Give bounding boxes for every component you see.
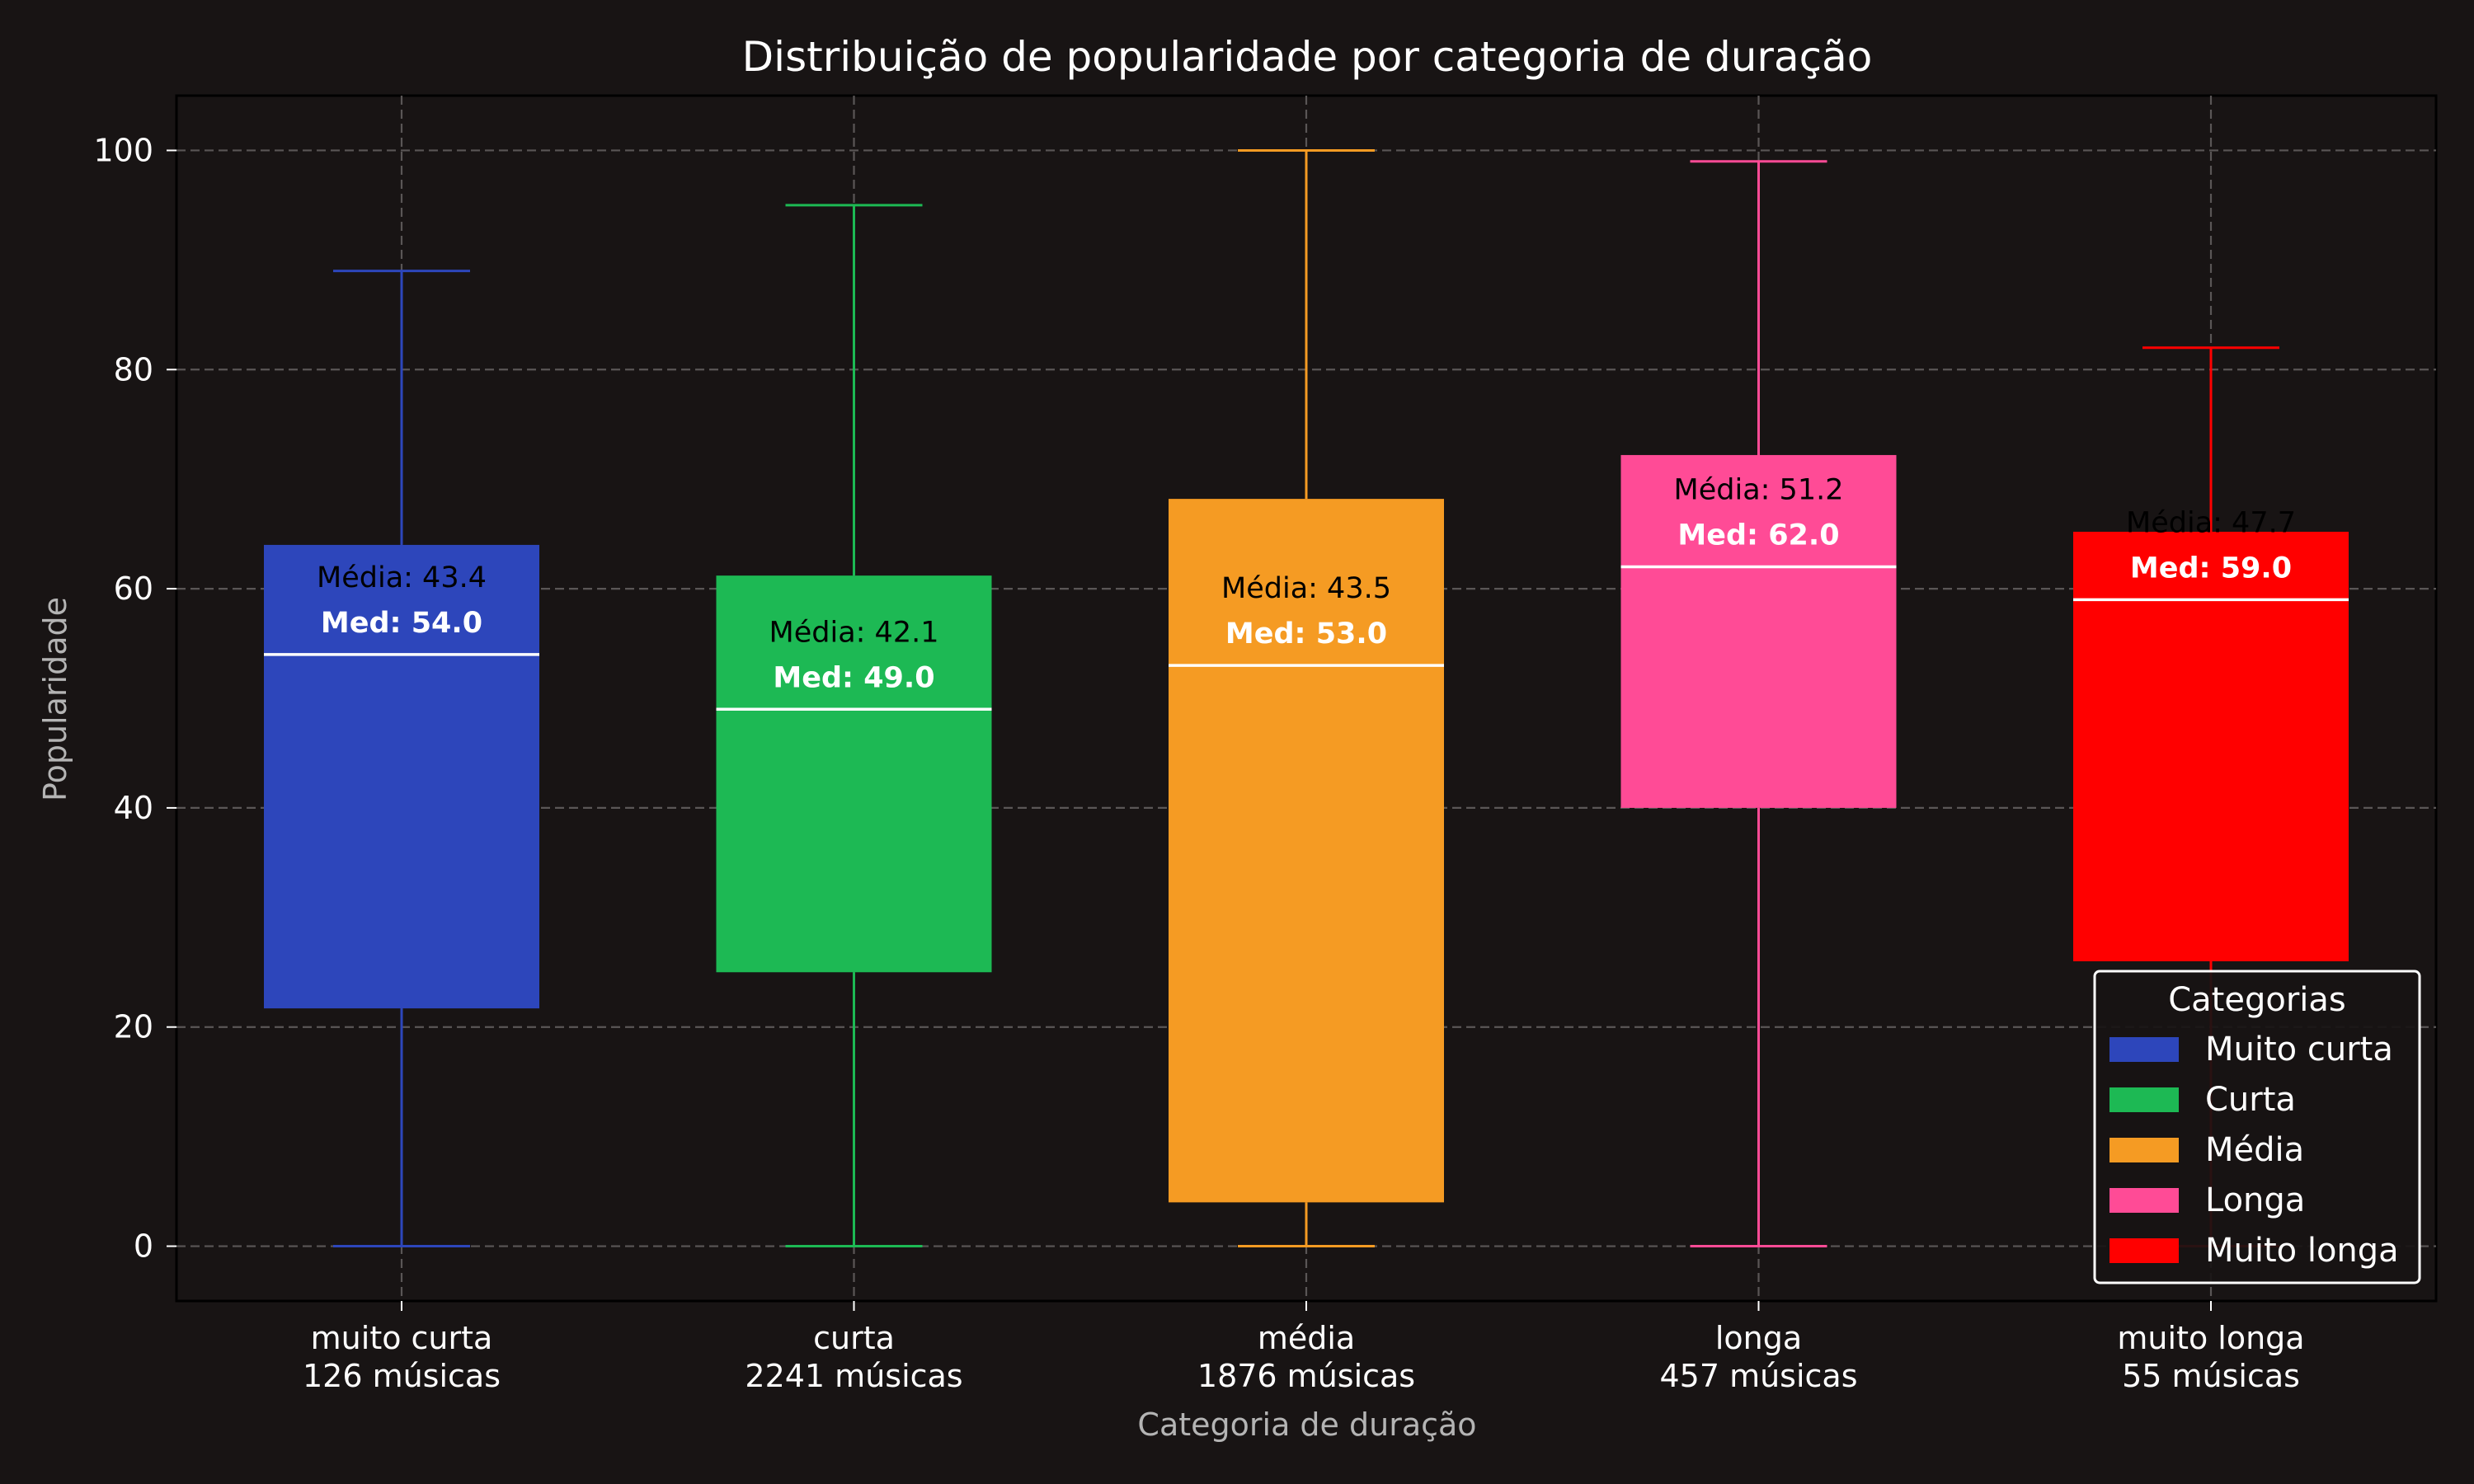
legend-swatch <box>2109 1138 2179 1162</box>
y-axis-label: Popularidade <box>37 597 73 801</box>
legend-entry-label: Longa <box>2205 1181 2305 1219</box>
median-label: Med: 53.0 <box>1225 618 1387 650</box>
x-tick-count: 2241 músicas <box>745 1358 962 1394</box>
median-label: Med: 54.0 <box>321 607 482 640</box>
box-group: Média: 51.2 Med: 62.0 <box>1620 160 1897 1248</box>
y-tick-layer: 0 20 40 60 80 100 <box>93 132 176 1265</box>
mean-label: Média: 43.4 <box>317 561 487 594</box>
legend-title: Categorias <box>2168 981 2346 1019</box>
box-group: Média: 43.5 Med: 53.0 <box>1169 148 1444 1248</box>
median-label: Med: 49.0 <box>773 661 934 694</box>
box-group: Média: 47.7 Med: 59.0 <box>2073 346 2349 1248</box>
x-tick-label: muito curta <box>311 1320 493 1356</box>
legend-entry-label: Muito longa <box>2205 1232 2399 1270</box>
legend-entries: Muito curta Curta Média Longa Muito longa <box>2109 1031 2399 1270</box>
x-tick-label: muito longa <box>2117 1320 2304 1356</box>
y-tick-label: 80 <box>114 351 153 387</box>
legend-swatch <box>2109 1037 2179 1062</box>
x-tick-label: média <box>1258 1320 1355 1356</box>
iqr-box <box>1169 499 1444 1203</box>
legend-entry-label: Muito curta <box>2205 1031 2393 1068</box>
legend: Categorias Muito curtaCurtaMédiaLongaMui… <box>2093 970 2421 1284</box>
x-tick-count: 55 músicas <box>2122 1358 2300 1394</box>
legend-swatch <box>2109 1087 2179 1112</box>
iqr-box <box>1620 454 1897 808</box>
mean-label: Média: 42.1 <box>769 616 939 649</box>
y-tick-label: 60 <box>114 571 153 607</box>
y-tick-label: 100 <box>93 132 153 168</box>
y-tick-label: 0 <box>134 1228 153 1265</box>
chart-title: Distribuição de popularidade por categor… <box>742 33 1873 81</box>
iqr-box <box>716 575 992 973</box>
legend-entry-label: Curta <box>2205 1081 2296 1119</box>
median-label: Med: 59.0 <box>2130 552 2292 585</box>
iqr-box <box>2073 531 2349 961</box>
y-tick-label: 40 <box>114 790 153 826</box>
mean-label: Média: 51.2 <box>1674 474 1844 507</box>
x-tick-count: 1876 músicas <box>1197 1358 1415 1394</box>
median-label: Med: 62.0 <box>1677 519 1839 552</box>
x-tick-count: 126 músicas <box>303 1358 501 1394</box>
x-tick-label: curta <box>813 1320 895 1356</box>
x-tick-count: 457 músicas <box>1659 1358 1857 1394</box>
box-group: Média: 43.4 Med: 54.0 <box>264 270 539 1248</box>
y-tick-label: 20 <box>114 1009 153 1045</box>
x-axis-label: Categoria de duração <box>1137 1407 1476 1443</box>
mean-label: Média: 47.7 <box>2126 506 2296 539</box>
iqr-box <box>264 544 539 1009</box>
box-layer: Média: 43.4 Med: 54.0 Média: 42.1 Med: 49.0… <box>264 148 2349 1248</box>
legend-swatch <box>2109 1238 2179 1263</box>
x-tick-label: longa <box>1715 1320 1802 1356</box>
legend-entry-label: Média <box>2205 1131 2304 1169</box>
legend-swatch <box>2109 1188 2179 1213</box>
mean-label: Média: 43.5 <box>1221 572 1391 605</box>
box-group: Média: 42.1 Med: 49.0 <box>716 204 992 1248</box>
